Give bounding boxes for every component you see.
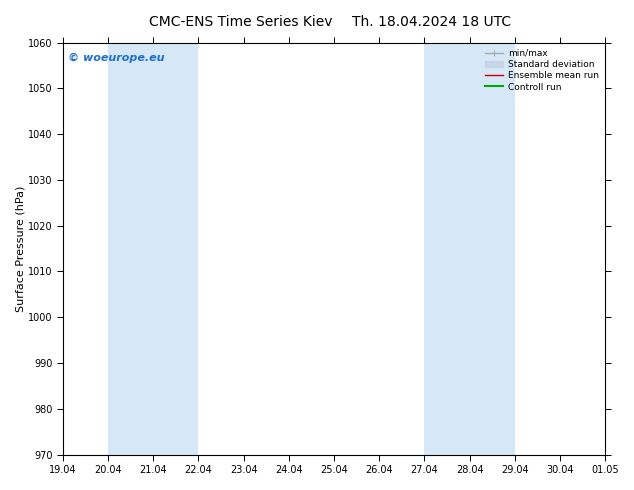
Text: © woeurope.eu: © woeurope.eu [68, 53, 165, 63]
Text: CMC-ENS Time Series Kiev: CMC-ENS Time Series Kiev [149, 15, 333, 29]
Bar [605, 43, 634, 455]
Bar [424, 43, 515, 455]
Bar [108, 43, 198, 455]
Legend: min/max, Standard deviation, Ensemble mean run, Controll run: min/max, Standard deviation, Ensemble me… [484, 47, 600, 94]
Y-axis label: Surface Pressure (hPa): Surface Pressure (hPa) [15, 185, 25, 312]
Text: Th. 18.04.2024 18 UTC: Th. 18.04.2024 18 UTC [352, 15, 510, 29]
